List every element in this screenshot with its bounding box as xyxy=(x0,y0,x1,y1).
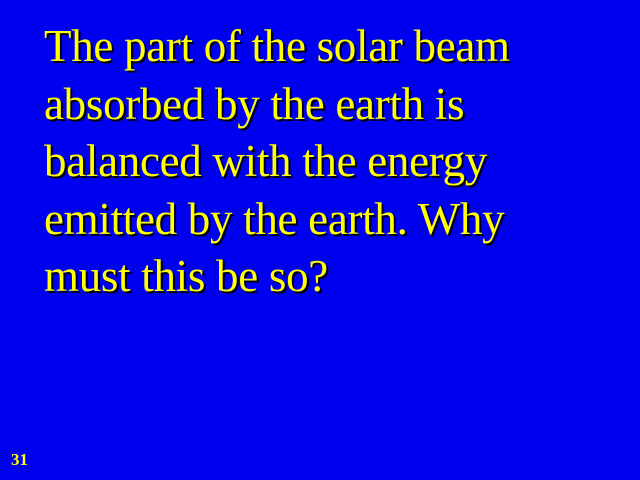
slide-number: 31 xyxy=(11,450,28,469)
slide-question-text: The part of the solar beam absorbed by t… xyxy=(44,18,624,306)
text-line: emitted by the earth. Why xyxy=(44,193,505,244)
text-line: must this be so? xyxy=(44,251,328,301)
text-line: balanced with the energy xyxy=(44,136,488,186)
text-line: absorbed by the earth is xyxy=(44,78,465,129)
text-line: The part of the solar beam xyxy=(44,21,510,71)
